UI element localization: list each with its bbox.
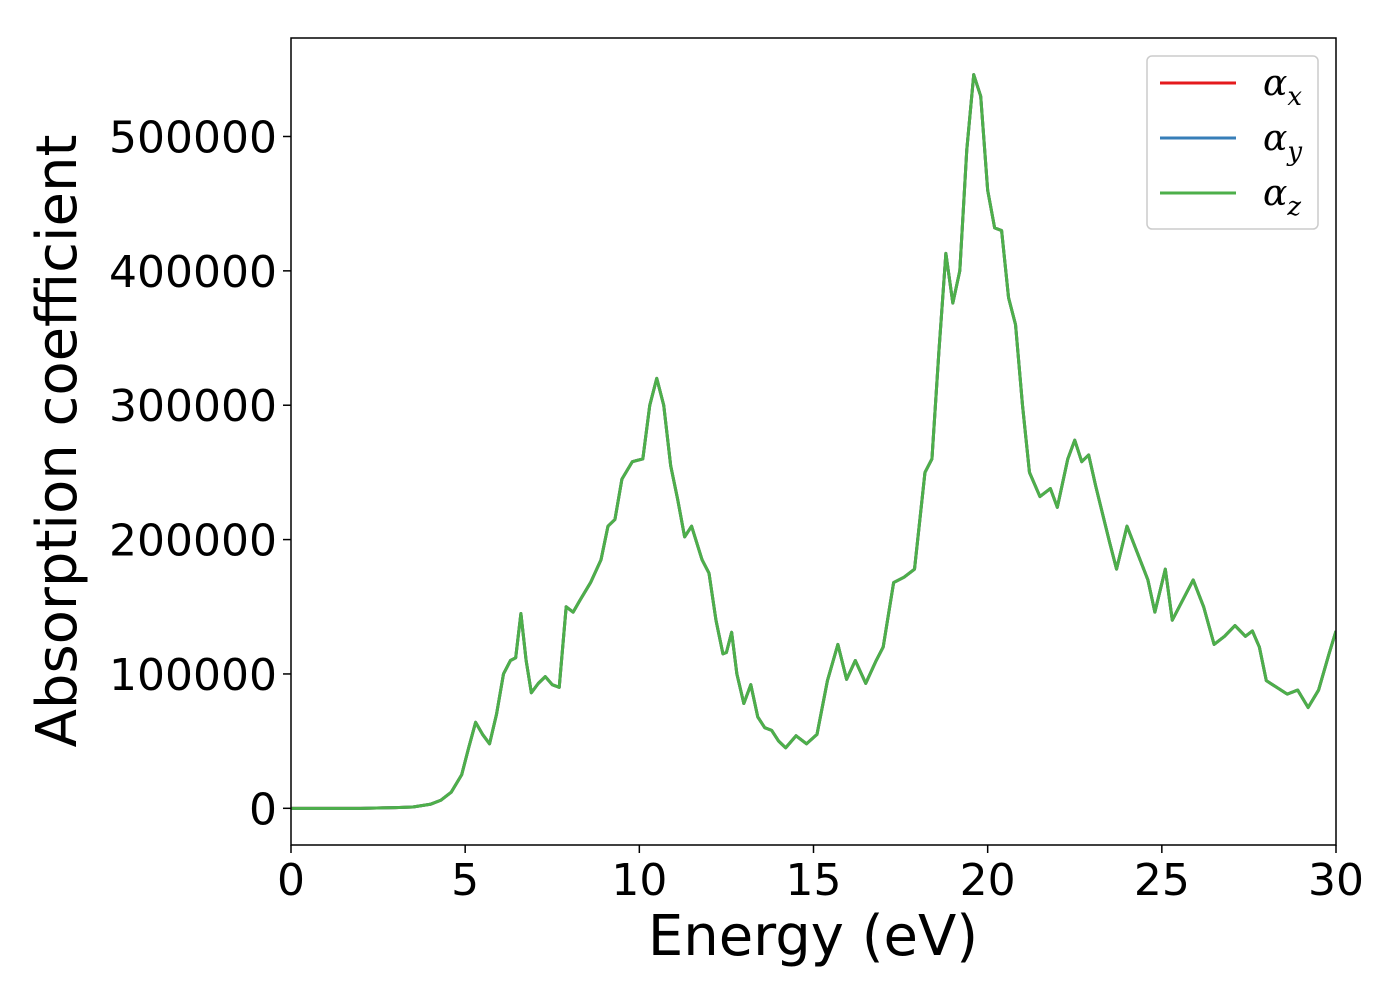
x-axis-label: Energy (eV)	[648, 904, 978, 969]
legend-label: αy	[1263, 118, 1302, 167]
legend-label: αx	[1263, 63, 1302, 112]
data-line	[291, 73, 1336, 810]
x-tick-label: 15	[786, 855, 842, 906]
y-tick-label: 500000	[109, 112, 277, 163]
x-tick-label: 0	[277, 855, 305, 906]
x-tick-label: 30	[1308, 855, 1364, 906]
x-tick-label: 20	[960, 855, 1016, 906]
y-axis-label: Absorption coefficient	[25, 135, 90, 748]
x-tick-label: 25	[1134, 855, 1190, 906]
y-tick-label: 400000	[109, 247, 277, 298]
legend-label: αz	[1263, 173, 1301, 222]
x-tick-label: 10	[611, 855, 667, 906]
y-tick-label: 0	[249, 784, 277, 835]
y-tick-label: 100000	[109, 650, 277, 701]
x-tick-label: 5	[451, 855, 479, 906]
y-tick-label: 200000	[109, 516, 277, 567]
plot-frame	[290, 37, 1337, 846]
y-tick-label: 300000	[109, 381, 277, 432]
legend-box	[1146, 55, 1319, 230]
